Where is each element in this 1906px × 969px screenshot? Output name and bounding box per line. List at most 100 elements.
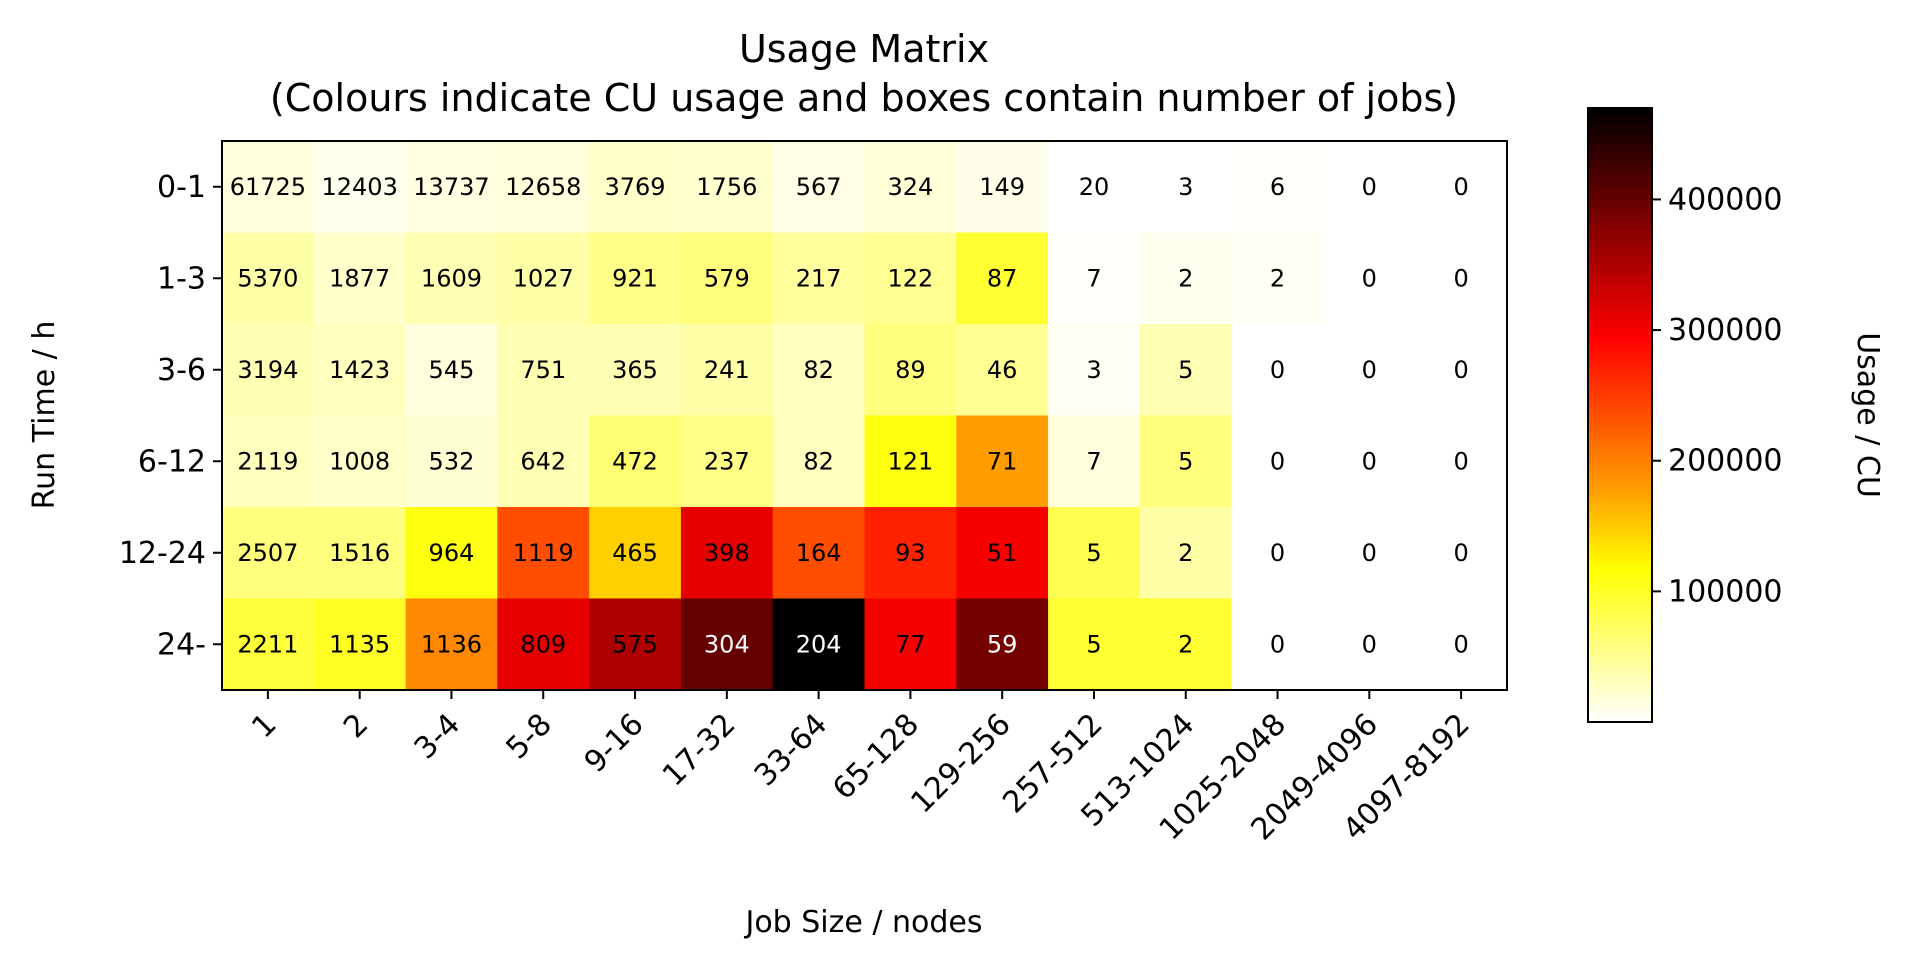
cell-job-count: 89 [895, 356, 926, 384]
heatmap-cell [313, 507, 407, 600]
cell-job-count: 20 [1079, 173, 1110, 201]
cell-job-count: 472 [612, 447, 658, 475]
cell-job-count: 0 [1453, 356, 1468, 384]
cell-job-count: 365 [612, 356, 658, 384]
heatmap-cell [864, 324, 957, 417]
colorbar [1587, 107, 1653, 723]
cell-job-count: 7 [1086, 447, 1101, 475]
cell-job-count: 0 [1362, 447, 1377, 475]
colorbar-tick-label: 400000 [1668, 182, 1783, 217]
cell-job-count: 1135 [329, 630, 390, 658]
cell-job-count: 751 [520, 356, 566, 384]
cell-job-count: 0 [1453, 630, 1468, 658]
cell-job-count: 3194 [237, 356, 298, 384]
heatmap-cell [1323, 141, 1416, 234]
cell-job-count: 6 [1270, 173, 1285, 201]
heatmap-cell [497, 415, 590, 508]
heatmap-cell [1139, 415, 1233, 508]
cell-job-count: 964 [429, 539, 475, 567]
cell-job-count: 921 [612, 264, 658, 292]
heatmap-cell [1415, 141, 1508, 234]
cell-job-count: 1877 [329, 264, 390, 292]
cell-job-count: 77 [895, 630, 926, 658]
heatmap-cell [497, 232, 590, 325]
cell-job-count: 87 [987, 264, 1018, 292]
cell-job-count: 217 [796, 264, 842, 292]
cell-job-count: 532 [429, 447, 475, 475]
plot-frame [221, 140, 1508, 691]
heatmap-cell [956, 141, 1049, 234]
heatmap-cell [1415, 324, 1508, 417]
heatmap-cell [405, 415, 498, 508]
heatmap-cell [956, 232, 1049, 325]
heatmap-cell [864, 415, 957, 508]
cell-job-count: 324 [887, 173, 933, 201]
heatmap-cell [1231, 232, 1325, 325]
y-tick-label: 6-12 [138, 444, 206, 479]
heatmap-cell [772, 141, 866, 234]
heatmap-cell [680, 415, 774, 508]
heatmap-cell [405, 232, 498, 325]
cell-job-count: 0 [1453, 264, 1468, 292]
heatmap-cell [680, 598, 774, 691]
cell-job-count: 5 [1086, 630, 1101, 658]
y-axis-ticks: 0-1 1-3 3-6 6-12 12-24 24- [119, 170, 222, 662]
cell-job-count: 0 [1270, 539, 1285, 567]
heatmap-cell [497, 507, 590, 600]
cell-job-count: 567 [796, 173, 842, 201]
x-tick-label: 2 [337, 707, 375, 745]
cell-job-count: 164 [796, 539, 842, 567]
x-tick-label: 3-4 [408, 707, 467, 766]
cell-job-count: 0 [1453, 447, 1468, 475]
heatmap-cell [772, 415, 866, 508]
x-tick-label: 9-16 [578, 707, 651, 780]
heatmap-cell [1231, 415, 1325, 508]
cell-job-count: 241 [704, 356, 750, 384]
y-tick-label: 1-3 [157, 261, 206, 296]
cell-job-count: 82 [803, 447, 834, 475]
cell-job-count: 204 [796, 630, 842, 658]
heatmap-cell [1139, 232, 1233, 325]
chart-title: Usage Matrix [739, 27, 989, 71]
heatmap-cell [1415, 507, 1508, 600]
cell-job-count: 0 [1453, 539, 1468, 567]
cell-job-count: 7 [1086, 264, 1101, 292]
cell-job-count: 1119 [513, 539, 574, 567]
heatmap-cell [1415, 598, 1508, 691]
cell-job-count: 5370 [237, 264, 298, 292]
heatmap-cell [589, 141, 682, 234]
heatmap-cell [1415, 415, 1508, 508]
cell-job-count: 1008 [329, 447, 390, 475]
chart-subtitle: (Colours indicate CU usage and boxes con… [270, 76, 1458, 120]
x-tick-label: 129-256 [904, 707, 1017, 820]
heatmap-cell [1048, 141, 1141, 234]
x-tick-label: 33-64 [748, 707, 834, 793]
heatmap-cell [1323, 324, 1416, 417]
cell-job-count: 5 [1178, 447, 1193, 475]
heatmap-cell [313, 415, 407, 508]
colorbar-tick-label: 200000 [1668, 444, 1783, 479]
cell-job-count: 0 [1270, 447, 1285, 475]
cell-job-count: 93 [895, 539, 926, 567]
cell-job-count: 237 [704, 447, 750, 475]
heatmap-cell [313, 232, 407, 325]
heatmap-cell [1048, 507, 1141, 600]
heatmap-cell [1231, 598, 1325, 691]
heatmap-cell [772, 507, 866, 600]
heatmap-cell [956, 324, 1049, 417]
cell-job-count: 1423 [329, 356, 390, 384]
colorbar-ticks: 100000 200000 300000 400000 [1652, 182, 1783, 609]
heatmap-cell [864, 141, 957, 234]
cell-job-count: 61725 [230, 173, 306, 201]
cell-job-count: 3769 [604, 173, 665, 201]
heatmap-cell [222, 598, 315, 691]
heatmap-cell [222, 324, 315, 417]
heatmap-cell [313, 324, 407, 417]
cell-job-count: 2 [1178, 630, 1193, 658]
heatmap-cell [772, 324, 866, 417]
heatmap-cell [405, 141, 498, 234]
x-axis-label: Job Size / nodes [743, 905, 982, 940]
cell-job-count: 0 [1453, 173, 1468, 201]
cell-job-count: 51 [987, 539, 1018, 567]
